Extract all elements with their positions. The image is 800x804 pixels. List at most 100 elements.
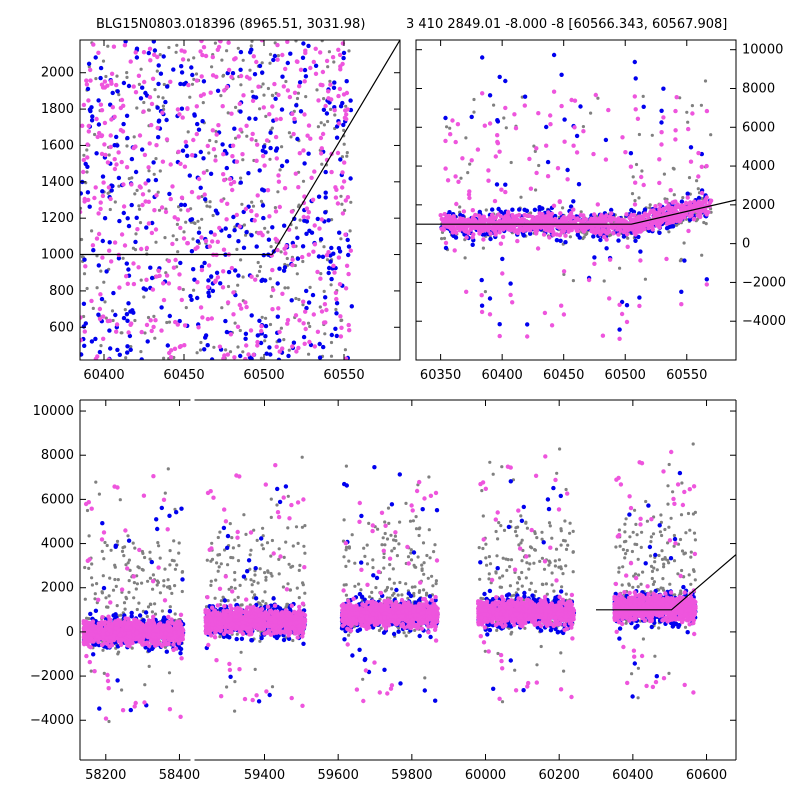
point-gray (330, 355, 333, 358)
point-gray (208, 205, 211, 208)
point-pink (467, 196, 471, 200)
point-pink (669, 220, 673, 224)
point-blue (209, 230, 213, 234)
point-gray (132, 596, 135, 599)
point-pink (479, 225, 483, 229)
point-gray (169, 605, 172, 608)
x-tick-label: 60500 (605, 368, 646, 383)
point-pink (592, 212, 596, 216)
point-pink (604, 237, 608, 241)
point-gray (458, 205, 461, 208)
point-gray (308, 325, 311, 328)
point-gray (107, 192, 110, 195)
point-blue (665, 226, 669, 230)
point-gray (468, 163, 471, 166)
point-gray (182, 288, 185, 291)
point-blue (88, 205, 92, 209)
point-blue (197, 128, 201, 132)
point-blue (125, 136, 129, 140)
point-pink (636, 230, 640, 234)
point-blue (321, 255, 325, 259)
point-blue (324, 191, 328, 195)
point-pink (474, 219, 478, 223)
point-blue (496, 207, 500, 211)
point-gray (443, 237, 446, 240)
point-pink (297, 84, 301, 88)
point-pink (290, 209, 294, 213)
point-pink (112, 45, 116, 49)
point-gray (120, 688, 123, 691)
point-gray (492, 104, 495, 107)
point-blue (102, 586, 106, 590)
point-pink (207, 263, 211, 267)
point-pink (282, 84, 286, 88)
point-blue (188, 173, 192, 177)
point-blue (90, 118, 94, 122)
point-blue (207, 294, 211, 298)
point-blue (174, 510, 178, 514)
point-pink (84, 654, 88, 658)
point-gray (149, 603, 152, 606)
point-pink (164, 210, 168, 214)
point-blue (261, 216, 265, 220)
point-gray (176, 223, 179, 226)
point-blue (604, 138, 608, 142)
point-blue (180, 577, 184, 581)
point-pink (337, 121, 341, 125)
point-gray (102, 281, 105, 284)
point-gray (90, 576, 93, 579)
point-blue (100, 189, 104, 193)
point-pink (488, 231, 492, 235)
point-pink (95, 236, 99, 240)
point-pink (123, 616, 127, 620)
point-pink (85, 635, 89, 639)
point-gray (102, 557, 105, 560)
point-gray (149, 577, 152, 580)
point-blue (171, 67, 175, 71)
point-gray (206, 169, 209, 172)
point-blue (338, 157, 342, 161)
point-blue (165, 650, 169, 654)
point-gray (182, 230, 185, 233)
point-blue (329, 277, 333, 281)
point-gray (99, 270, 102, 273)
point-gray (153, 337, 156, 340)
point-pink (229, 112, 233, 116)
point-blue (199, 150, 203, 154)
point-pink (101, 337, 105, 341)
point-pink (166, 527, 170, 531)
point-blue (296, 257, 300, 261)
point-blue (267, 345, 271, 349)
point-gray (126, 534, 129, 537)
point-gray (709, 133, 712, 136)
point-pink (244, 305, 248, 309)
point-gray (222, 74, 225, 77)
point-blue (326, 218, 330, 222)
point-pink (443, 212, 447, 216)
point-blue (522, 233, 526, 237)
point-gray (347, 49, 350, 52)
point-pink (307, 340, 311, 344)
point-gray (263, 339, 266, 342)
point-pink (122, 204, 126, 208)
point-blue (225, 330, 229, 334)
point-gray (174, 568, 177, 571)
point-gray (261, 61, 264, 64)
point-pink (141, 192, 145, 196)
point-gray (519, 196, 522, 199)
point-pink (229, 75, 233, 79)
point-blue (180, 70, 184, 74)
point-blue (129, 348, 133, 352)
point-pink (99, 103, 103, 107)
point-pink (88, 660, 92, 664)
point-gray (268, 158, 271, 161)
point-blue (488, 93, 492, 97)
point-gray (320, 121, 323, 124)
point-blue (115, 143, 119, 147)
point-pink (231, 312, 235, 316)
point-blue (303, 68, 307, 72)
point-gray (176, 250, 179, 253)
x-tick-label: 60400 (83, 368, 124, 383)
